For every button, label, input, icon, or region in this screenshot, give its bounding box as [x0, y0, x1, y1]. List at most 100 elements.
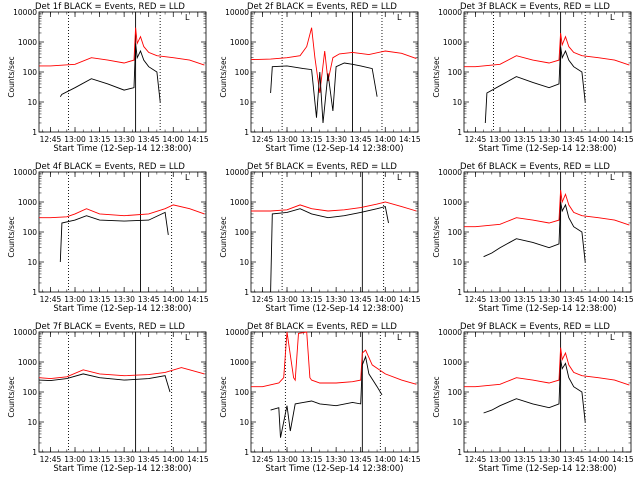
y-axis-label: Counts/sec — [7, 56, 16, 97]
series-line-lld — [464, 190, 630, 228]
plot-frame — [250, 11, 419, 133]
series-line-events — [270, 206, 389, 293]
x-tick-label: 13:15 — [301, 455, 323, 464]
x-tick-label: 13:45 — [563, 455, 585, 464]
x-tick-label: 13:45 — [350, 455, 372, 464]
y-axis-label: Counts/sec — [432, 376, 441, 417]
x-tick-label: 13:15 — [301, 295, 323, 304]
series-line-lld — [39, 27, 205, 67]
series-line-lld — [251, 331, 417, 388]
x-tick-label: 13:30 — [325, 455, 347, 464]
x-tick-label: 14:15 — [399, 455, 421, 464]
y-tick-label: 100 — [448, 388, 463, 397]
y-tick-label: 1000 — [18, 198, 37, 207]
series-line-lld — [250, 27, 417, 94]
panel-title: Det 3f BLACK = Events, RED = LLD — [460, 2, 610, 12]
y-tick-label: 100 — [23, 228, 38, 237]
x-tick-label: 13:30 — [325, 135, 347, 144]
corner-marker: L — [610, 333, 615, 342]
x-tick-label: 12:45 — [465, 135, 487, 144]
corner-marker: L — [185, 333, 190, 342]
x-tick-label: 14:00 — [162, 295, 184, 304]
y-tick-label: 100 — [23, 68, 38, 77]
x-tick-label: 14:00 — [587, 455, 609, 464]
series-line-events — [59, 211, 169, 263]
y-tick-label: 10 — [452, 98, 462, 107]
x-tick-label: 12:45 — [40, 455, 62, 464]
y-axis-label: Counts/sec — [7, 216, 16, 257]
x-tick-label: 13:15 — [301, 135, 323, 144]
y-tick-label: 1 — [244, 128, 249, 137]
y-tick-label: 10 — [27, 98, 37, 107]
y-tick-label: 1 — [32, 128, 37, 137]
series-line-events — [38, 373, 171, 393]
panel-title: Det 8f BLACK = Events, RED = LLD — [247, 322, 397, 332]
y-tick-label: 100 — [448, 228, 463, 237]
x-tick-label: 14:15 — [399, 295, 421, 304]
x-tick-label: 13:00 — [489, 455, 511, 464]
x-tick-label: 13:30 — [538, 135, 560, 144]
y-tick-label: 10000 — [438, 168, 462, 177]
x-tick-label: 13:45 — [350, 135, 372, 144]
series-line-events — [483, 359, 586, 423]
corner-marker: L — [397, 13, 402, 22]
x-tick-label: 12:45 — [465, 295, 487, 304]
x-tick-label: 13:00 — [489, 135, 511, 144]
x-axis-label: Start Time (12-Sep-14 12:38:00) — [265, 464, 403, 474]
series-line-events — [483, 201, 586, 263]
y-tick-label: 10000 — [438, 328, 462, 337]
x-axis-label: Start Time (12-Sep-14 12:38:00) — [478, 144, 616, 154]
y-tick-label: 1 — [457, 448, 462, 457]
y-tick-label: 10000 — [225, 8, 249, 17]
x-tick-label: 13:15 — [514, 455, 536, 464]
panel-title: Det 2f BLACK = Events, RED = LLD — [247, 2, 397, 12]
x-tick-label: 12:45 — [252, 455, 274, 464]
plot-frame — [250, 171, 419, 293]
series-line-events — [59, 43, 161, 103]
panel-5: Det 5f BLACK = Events, RED = LLD 1 10 100 10… — [219, 162, 421, 314]
y-axis-label: Counts/sec — [219, 376, 228, 417]
y-tick-label: 1000 — [443, 38, 462, 47]
y-tick-label: 10000 — [225, 328, 249, 337]
panel-title: Det 6f BLACK = Events, RED = LLD — [460, 162, 610, 172]
x-tick-label: 13:00 — [64, 295, 86, 304]
x-tick-label: 13:45 — [138, 455, 160, 464]
corner-marker: L — [185, 13, 190, 22]
x-tick-label: 12:45 — [465, 455, 487, 464]
series-line-lld — [464, 32, 630, 68]
y-tick-label: 100 — [23, 388, 38, 397]
x-tick-label: 14:15 — [187, 455, 209, 464]
x-tick-label: 13:15 — [89, 295, 111, 304]
y-tick-label: 100 — [448, 68, 463, 77]
y-tick-label: 1000 — [230, 198, 249, 207]
y-tick-label: 10 — [239, 418, 249, 427]
series-line-events — [484, 46, 586, 124]
y-axis-label: Counts/sec — [219, 216, 228, 257]
x-tick-label: 13:45 — [563, 135, 585, 144]
y-axis-label: Counts/sec — [432, 216, 441, 257]
y-axis-label: Counts/sec — [432, 56, 441, 97]
panel-7: Det 7f BLACK = Events, RED = LLD 1 10 100 10… — [7, 322, 209, 474]
x-tick-label: 12:45 — [40, 135, 62, 144]
x-axis-label: Start Time (12-Sep-14 12:38:00) — [478, 304, 616, 314]
y-tick-label: 1 — [244, 288, 249, 297]
panel-title: Det 4f BLACK = Events, RED = LLD — [35, 162, 185, 172]
x-axis-label: Start Time (12-Sep-14 12:38:00) — [265, 144, 403, 154]
x-tick-label: 12:45 — [252, 295, 274, 304]
y-axis-label: Counts/sec — [7, 376, 16, 417]
x-axis-label: Start Time (12-Sep-14 12:38:00) — [265, 304, 403, 314]
x-tick-label: 13:00 — [489, 295, 511, 304]
y-tick-label: 10 — [27, 418, 37, 427]
y-tick-label: 1 — [457, 128, 462, 137]
x-axis-label: Start Time (12-Sep-14 12:38:00) — [53, 304, 191, 314]
corner-marker: L — [185, 173, 190, 182]
y-tick-label: 100 — [235, 388, 250, 397]
x-tick-label: 13:45 — [138, 135, 160, 144]
x-tick-label: 14:15 — [187, 135, 209, 144]
x-tick-label: 13:15 — [89, 455, 111, 464]
y-tick-label: 10 — [239, 98, 249, 107]
plot-frame — [250, 331, 419, 453]
x-axis-label: Start Time (12-Sep-14 12:38:00) — [53, 464, 191, 474]
x-tick-label: 13:15 — [89, 135, 111, 144]
